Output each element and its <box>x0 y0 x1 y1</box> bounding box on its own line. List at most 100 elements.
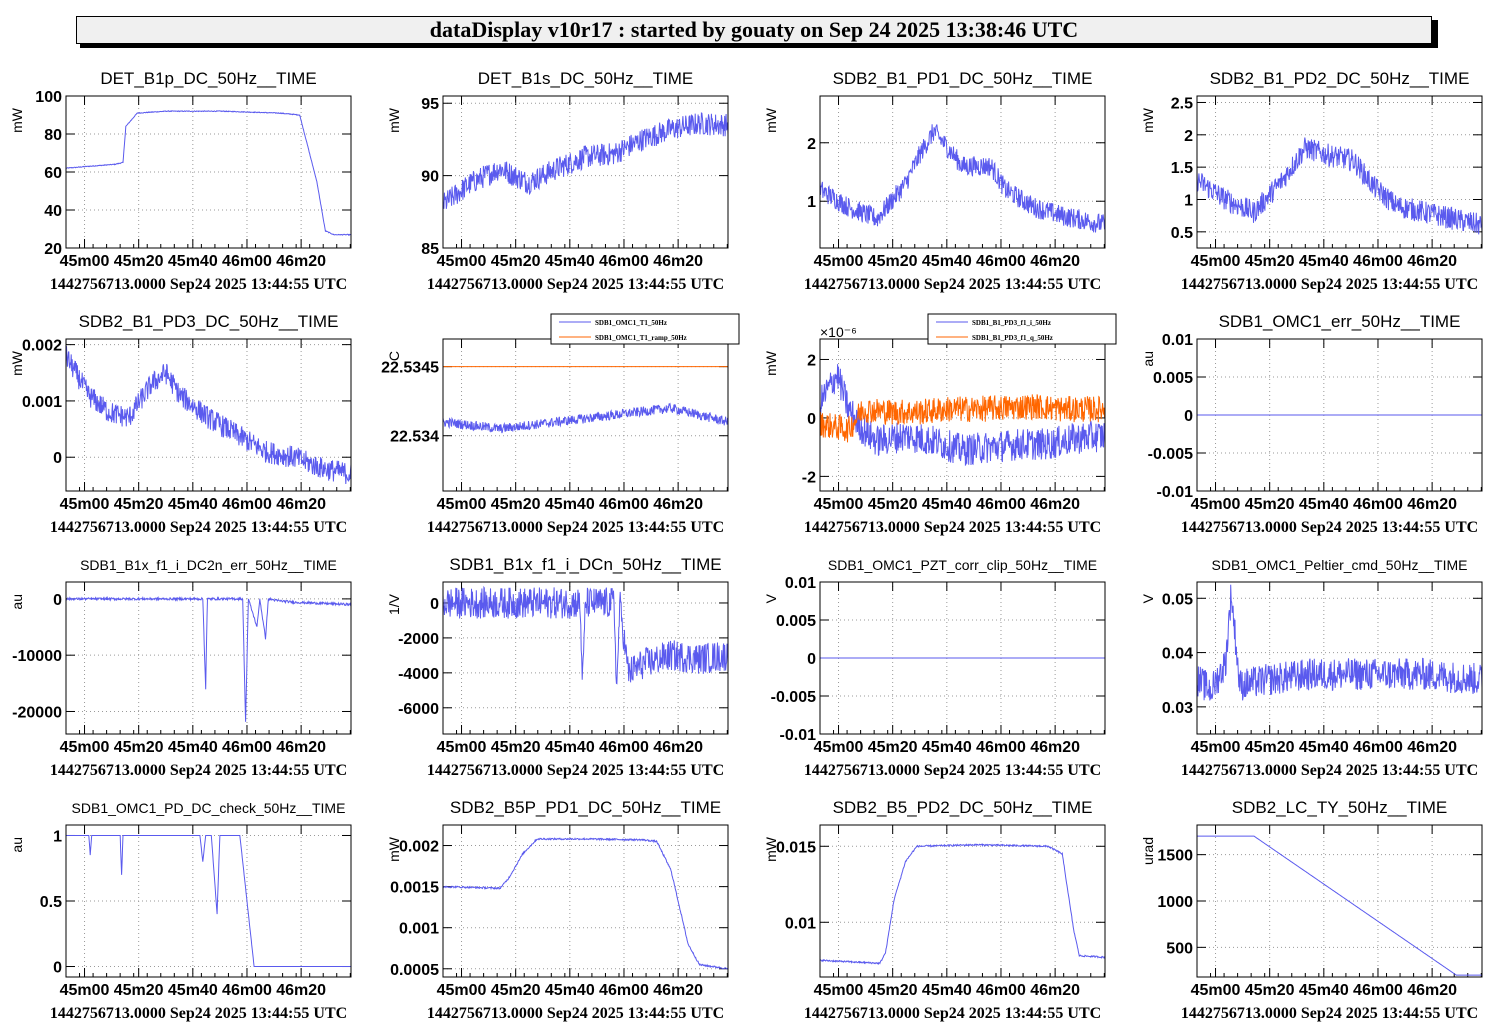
chart-panel-2: DET_B1s_DC_50Hz__TIME 45m00 45m20 45m40 46m0… <box>386 69 729 293</box>
y-tick-label: 40 <box>44 203 62 220</box>
x-tick-label: 46m00 <box>1353 739 1403 756</box>
series-line-1 <box>819 124 1106 233</box>
x-tick-label: 45m00 <box>60 982 110 999</box>
legend-entry: SDB1_OMC1_T1_ramp_50Hz <box>595 334 687 342</box>
x-tick-label: 45m00 <box>814 253 864 270</box>
y-axis-label: mW <box>763 350 779 376</box>
x-tick-label: 46m00 <box>1353 253 1403 270</box>
x-tick-label: 46m20 <box>1030 982 1080 999</box>
y-tick-label: 0.0005 <box>390 962 439 979</box>
y-tick-label: 0 <box>807 651 816 668</box>
y-tick-label: 0.002 <box>22 338 62 355</box>
x-tick-label: 45m40 <box>1299 496 1349 513</box>
plot-frame <box>1196 95 1483 249</box>
y-tick-label: 95 <box>421 96 439 113</box>
series-line-1 <box>442 585 729 685</box>
y-axis-label: urad <box>1140 837 1156 865</box>
plot-area <box>820 339 1105 491</box>
x-tick-label: 45m00 <box>437 496 487 513</box>
y-tick-label: 0.01 <box>1162 332 1193 349</box>
chart-title: SDB1_OMC1_Peltier_cmd_50Hz__TIME <box>1212 557 1468 573</box>
chart-title: SDB1_B1x_f1_i_DC2n_err_50Hz__TIME <box>80 557 337 573</box>
y-tick-label: -2000 <box>398 631 439 648</box>
x-tick-label: 45m20 <box>868 253 918 270</box>
x-tick-label: 45m20 <box>1245 982 1295 999</box>
chart-panel-7: 45m00 45m20 45m40 46m00 46m20 -2 0 2 mW ×10⁻⁶ SDB1… <box>763 313 1117 536</box>
x-tick-label: 45m20 <box>1245 496 1295 513</box>
y-tick-label: -6000 <box>398 701 439 718</box>
chart-title: SDB2_B1_PD2_DC_50Hz__TIME <box>1210 69 1470 88</box>
legend-entry: SDB1_OMC1_T1_50Hz <box>595 319 667 327</box>
series-line-1 <box>442 402 729 434</box>
x-tick-label: 45m40 <box>168 739 218 756</box>
x-tick-label: 46m00 <box>1353 496 1403 513</box>
plot-area <box>443 825 728 977</box>
x-tick-label: 46m00 <box>976 253 1026 270</box>
plot-frame <box>65 338 352 492</box>
x-tick-label: 45m20 <box>114 253 164 270</box>
chart-title: SDB1_B1x_f1_i_DCn_50Hz__TIME <box>449 555 721 574</box>
chart-panel-4: SDB2_B1_PD2_DC_50Hz__TIME 45m00 45m20 45m40… <box>1140 69 1483 293</box>
time-footer: 1442756713.0000 Sep24 2025 13:44:55 UTC <box>1181 762 1478 779</box>
y-tick-label: 1000 <box>1157 894 1193 911</box>
chart-title: SDB2_B1_PD3_DC_50Hz__TIME <box>79 312 339 331</box>
y-tick-label: 1 <box>53 828 62 845</box>
x-tick-label: 45m00 <box>814 496 864 513</box>
x-tick-label: 45m40 <box>1299 982 1349 999</box>
x-tick-label: 45m00 <box>60 253 110 270</box>
plot-area <box>1197 582 1482 734</box>
chart-panel-3: SDB2_B1_PD1_DC_50Hz__TIME 45m00 45m20 45m40… <box>763 69 1106 293</box>
x-tick-label: 46m20 <box>1407 496 1457 513</box>
x-tick-label: 46m20 <box>1030 739 1080 756</box>
x-tick-label: 46m00 <box>976 739 1026 756</box>
y-tick-label: 85 <box>421 241 439 258</box>
chart-title: SDB2_B5P_PD1_DC_50Hz__TIME <box>450 798 721 817</box>
plot-area <box>820 825 1105 977</box>
x-tick-label: 46m00 <box>976 982 1026 999</box>
x-tick-label: 46m20 <box>1407 739 1457 756</box>
y-tick-label: 2 <box>1184 128 1193 145</box>
time-footer: 1442756713.0000 Sep24 2025 13:44:55 UTC <box>1181 1005 1478 1022</box>
x-tick-label: 46m20 <box>653 982 703 999</box>
series-line-1 <box>1196 137 1483 235</box>
y-tick-label: 0 <box>53 960 62 977</box>
x-tick-label: 45m20 <box>868 982 918 999</box>
time-footer: 1442756713.0000 Sep24 2025 13:44:55 UTC <box>804 1005 1101 1022</box>
y-tick-label: -0.01 <box>780 727 817 744</box>
x-tick-label: 45m20 <box>114 982 164 999</box>
x-tick-label: 45m00 <box>437 253 487 270</box>
plot-area <box>443 339 728 491</box>
x-tick-label: 46m00 <box>222 982 272 999</box>
x-tick-label: 46m00 <box>599 496 649 513</box>
y-axis-label: 1/V <box>386 593 402 615</box>
series-line-1 <box>819 843 1105 966</box>
x-tick-label: 45m00 <box>1191 253 1241 270</box>
y-axis-label: mW <box>763 836 779 862</box>
x-tick-label: 46m20 <box>653 739 703 756</box>
series-line-1 <box>442 112 729 209</box>
page-title: dataDisplay v10r17 : started by gouaty o… <box>429 17 1079 42</box>
series-line-1 <box>65 595 352 722</box>
x-tick-label: 45m00 <box>1191 496 1241 513</box>
y-tick-label: 0.002 <box>399 839 439 856</box>
series-line-1 <box>65 346 352 485</box>
series-line-1 <box>819 364 1106 467</box>
x-tick-label: 45m00 <box>1191 739 1241 756</box>
x-tick-label: 46m20 <box>276 496 326 513</box>
x-tick-label: 46m00 <box>976 496 1026 513</box>
x-tick-label: 46m00 <box>599 253 649 270</box>
x-tick-label: 45m20 <box>1245 253 1295 270</box>
x-tick-label: 46m20 <box>653 496 703 513</box>
y-axis-label: V <box>763 593 779 603</box>
x-tick-label: 45m00 <box>814 739 864 756</box>
y-tick-label: 1500 <box>1157 848 1193 865</box>
y-tick-label: 1 <box>1184 192 1193 209</box>
y-tick-label: 80 <box>44 127 62 144</box>
y-tick-label: -2 <box>802 469 816 486</box>
y-tick-label: 90 <box>421 169 439 186</box>
y-tick-label: 0.005 <box>1153 370 1193 387</box>
series-line-1 <box>1197 835 1482 976</box>
